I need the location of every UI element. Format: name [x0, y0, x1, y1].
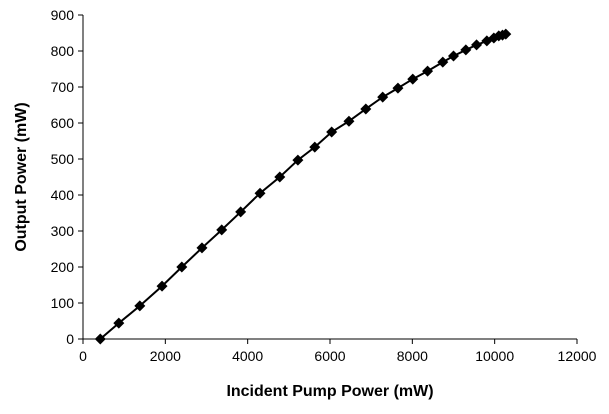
x-tick-label: 0 [79, 348, 87, 364]
y-axis-title: Output Power (mW) [13, 102, 30, 251]
y-tick-label: 500 [51, 151, 75, 167]
y-tick-label: 0 [66, 331, 74, 347]
marker [176, 261, 188, 273]
marker [216, 224, 228, 236]
y-tick-label: 900 [51, 7, 75, 23]
marker [343, 115, 355, 127]
x-tick-label: 6000 [314, 348, 345, 364]
marker [94, 333, 106, 345]
marker [360, 103, 372, 115]
y-tick-label: 100 [51, 295, 75, 311]
x-tick-label: 10000 [475, 348, 514, 364]
marker [407, 73, 419, 85]
marker [471, 39, 483, 51]
marker [309, 141, 321, 153]
marker [326, 126, 338, 138]
marker [156, 280, 168, 292]
x-tick-label: 2000 [150, 348, 181, 364]
marker [113, 317, 125, 329]
y-tick-label: 800 [51, 43, 75, 59]
y-tick-label: 200 [51, 259, 75, 275]
marker [377, 91, 389, 103]
marker [437, 56, 449, 68]
marker [448, 50, 459, 62]
y-tick-label: 600 [51, 115, 75, 131]
marker [196, 242, 208, 254]
marker [460, 44, 472, 56]
marker [134, 300, 146, 312]
x-axis-title: Incident Pump Power (mW) [226, 383, 433, 400]
x-tick-label: 12000 [558, 348, 597, 364]
marker [254, 187, 266, 199]
x-tick-label: 4000 [232, 348, 263, 364]
series-line [99, 33, 507, 340]
y-tick-label: 400 [51, 187, 75, 203]
marker [500, 28, 512, 40]
y-tick-label: 700 [51, 79, 75, 95]
y-tick-label: 300 [51, 223, 75, 239]
marker [235, 206, 247, 218]
x-tick-label: 8000 [397, 348, 428, 364]
marker [392, 82, 404, 94]
marker [422, 65, 434, 77]
marker [292, 154, 304, 166]
marker [274, 171, 286, 183]
